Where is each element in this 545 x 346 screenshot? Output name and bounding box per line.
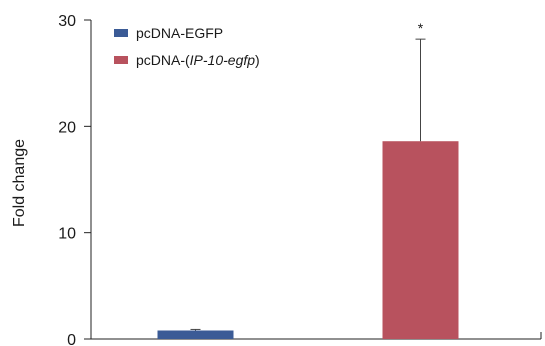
bar (157, 330, 234, 339)
bar (382, 141, 459, 339)
legend: pcDNA-EGFP pcDNA-(IP-10-egfp) (114, 25, 260, 68)
y-tick-label: 20 (58, 119, 76, 136)
significance-asterisk: * (418, 20, 424, 36)
legend-label-suffix: ) (255, 52, 260, 68)
y-tick-label: 10 (58, 226, 76, 243)
legend-label: pcDNA-(IP-10-egfp) (136, 52, 260, 68)
y-axis-label: Fold change (11, 139, 28, 227)
y-tick-label: 30 (58, 13, 76, 30)
bars (157, 141, 459, 339)
y-tick-label: 0 (67, 332, 76, 346)
legend-swatch (114, 56, 128, 64)
error-bars (190, 38, 426, 331)
legend-label-italic: IP-10-egfp (190, 52, 256, 68)
legend-swatch (114, 29, 128, 37)
y-axis-ticks: 0 10 20 30 (58, 13, 91, 346)
legend-label-text: pcDNA-( (136, 52, 190, 68)
legend-label-text: pcDNA-EGFP (136, 25, 223, 41)
legend-label: pcDNA-EGFP (136, 25, 223, 41)
annotations: * (418, 20, 424, 36)
